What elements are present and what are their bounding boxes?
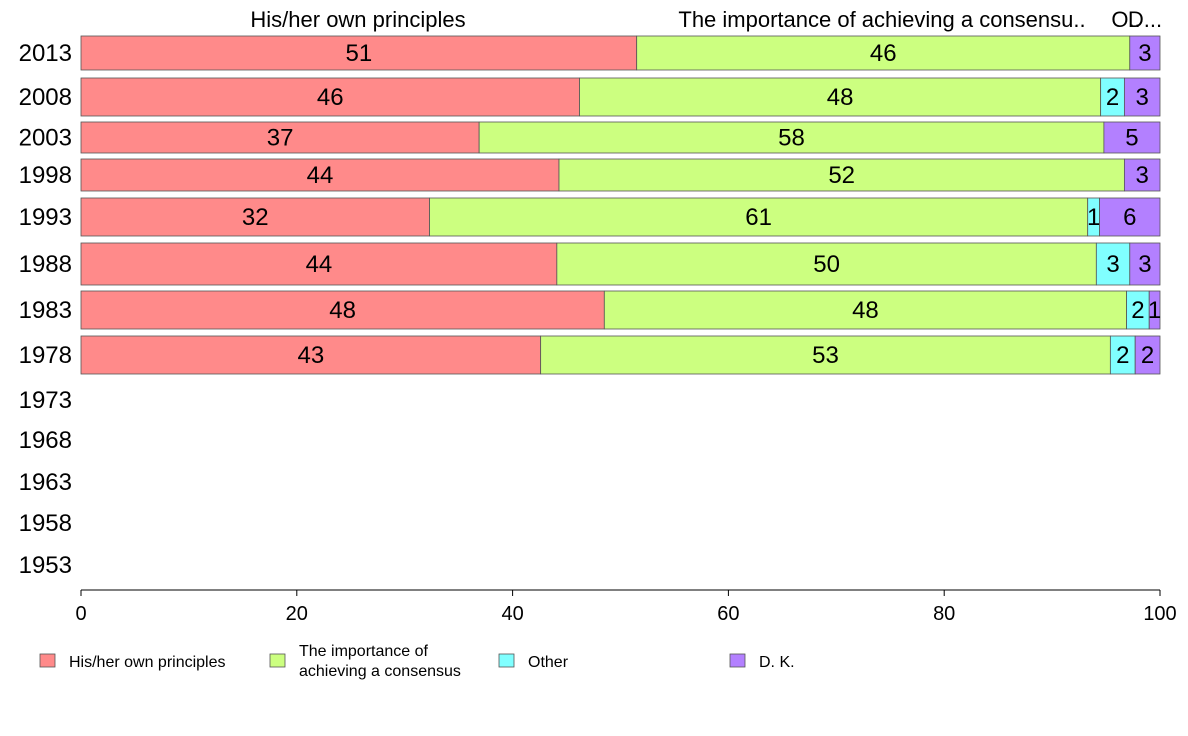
bar-1988-series-0 — [80, 242, 558, 286]
bar-1998-series-1 — [558, 158, 1125, 192]
bar-label-1978-series-0: 43 — [297, 342, 324, 369]
bar-1998-series-3 — [1123, 158, 1161, 192]
bar-2008-series-0 — [80, 77, 580, 117]
bar-label-1993-series-0: 32 — [242, 204, 269, 231]
y-tick-label-2003: 2003 — [19, 125, 72, 152]
bar-label-2008-series-3: 3 — [1136, 84, 1149, 111]
column-header-1: The importance of achieving a consensu.. — [678, 7, 1085, 32]
bar-1978-series-1 — [540, 335, 1111, 375]
bar-2003-series-3 — [1103, 121, 1161, 154]
y-tick-label-1978: 1978 — [19, 342, 72, 369]
bar-label-2003-series-1: 58 — [778, 125, 805, 152]
bar-label-1983-series-1: 48 — [852, 297, 879, 324]
legend-swatch-1 — [269, 653, 286, 668]
bar-2003-series-0 — [80, 121, 480, 154]
column-header-0: His/her own principles — [250, 7, 465, 32]
bar-label-1988-series-3: 3 — [1138, 251, 1151, 278]
bar-2013-series-3 — [1129, 35, 1161, 71]
bar-label-1988-series-0: 44 — [306, 251, 333, 278]
bar-1983-series-3 — [1148, 290, 1161, 330]
legend-swatch-2 — [498, 653, 515, 668]
y-tick-label-1953: 1953 — [19, 552, 72, 579]
bar-label-1978-series-3: 2 — [1141, 342, 1154, 369]
y-tick-label-1968: 1968 — [19, 427, 72, 454]
bar-label-1998-series-3: 3 — [1136, 162, 1149, 189]
bar-1993-series-1 — [429, 197, 1089, 237]
y-tick-label-1993: 1993 — [19, 204, 72, 231]
bar-2013-series-1 — [636, 35, 1131, 71]
bar-2013-series-0 — [80, 35, 638, 71]
bar-1993-series-0 — [80, 197, 430, 237]
legend: His/her own principles The importance of a… — [39, 643, 795, 680]
y-tick-label-1998: 1998 — [19, 162, 72, 189]
bar-label-1998-series-0: 44 — [307, 162, 334, 189]
bar-label-1988-series-2: 3 — [1106, 251, 1119, 278]
y-tick-label-1983: 1983 — [19, 297, 72, 324]
y-axis-labels: 2013 2008 2003 1998 1993 1988 1983 1978 1973 1968… — [19, 40, 72, 579]
bar-2003-series-1 — [478, 121, 1105, 154]
x-tick-label-40: 40 — [501, 603, 523, 625]
bar-label-1983-series-0: 48 — [329, 297, 356, 324]
x-tick-label-100: 100 — [1143, 603, 1176, 625]
bar-1988-series-3 — [1129, 242, 1161, 286]
bar-2008-series-1 — [579, 77, 1102, 117]
bar-label-2008-series-2: 2 — [1106, 84, 1119, 111]
column-header-2: O.. — [1111, 7, 1140, 32]
bar-label-2003-series-3: 5 — [1125, 125, 1138, 152]
y-tick-label-1973: 1973 — [19, 387, 72, 414]
bars: 51 46 346 48 2 337 58 544 52 332 61 1 644 50 3 348 48 2 14… — [80, 35, 1161, 375]
legend-swatch-3 — [729, 653, 746, 668]
bar-label-2013-series-0: 51 — [345, 40, 372, 67]
bar-1983-series-1 — [603, 290, 1127, 330]
legend-label-0: His/her own principles — [69, 654, 226, 671]
bar-label-1993-series-1: 61 — [745, 204, 772, 231]
bar-label-1993-series-3: 6 — [1123, 204, 1136, 231]
bar-label-1998-series-1: 52 — [828, 162, 855, 189]
bar-label-1978-series-2: 2 — [1116, 342, 1129, 369]
bar-1998-series-0 — [80, 158, 560, 192]
bar-label-1983-series-3: 1 — [1148, 297, 1161, 324]
column-headers: His/her own principles The importance of … — [250, 7, 1162, 32]
y-tick-label-1963: 1963 — [19, 469, 72, 496]
y-tick-label-1958: 1958 — [19, 510, 72, 537]
bar-label-2013-series-3: 3 — [1138, 40, 1151, 67]
x-tick-label-20: 20 — [286, 603, 308, 625]
bar-2008-series-3 — [1123, 77, 1161, 117]
column-header-3: D... — [1128, 7, 1162, 32]
x-tick-label-0: 0 — [75, 603, 86, 625]
bar-label-2013-series-1: 46 — [870, 40, 897, 67]
bar-1978-series-2 — [1109, 335, 1136, 375]
legend-label-2: Other — [528, 654, 569, 671]
y-tick-label-2013: 2013 — [19, 40, 72, 67]
x-tick-label-60: 60 — [717, 603, 739, 625]
bar-1988-series-2 — [1095, 242, 1131, 286]
bar-label-2008-series-1: 48 — [827, 84, 854, 111]
bar-label-1993-series-2: 1 — [1087, 204, 1100, 231]
x-tick-label-80: 80 — [933, 603, 955, 625]
bar-1978-series-3 — [1134, 335, 1161, 375]
legend-swatch-0 — [39, 653, 56, 668]
y-tick-label-2008: 2008 — [19, 84, 72, 111]
bar-label-2003-series-0: 37 — [267, 125, 294, 152]
bar-label-1988-series-1: 50 — [813, 251, 840, 278]
bar-label-1978-series-1: 53 — [812, 342, 839, 369]
bar-1988-series-1 — [556, 242, 1097, 286]
bar-1978-series-0 — [80, 335, 542, 375]
bar-1993-series-3 — [1099, 197, 1161, 237]
bar-label-2008-series-0: 46 — [317, 84, 344, 111]
x-axis: 0 20 40 60 80 100 — [75, 589, 1177, 625]
legend-label-1: The importance of achieving a consensus — [299, 643, 461, 680]
legend-label-3: D. K. — [759, 654, 795, 671]
bar-label-1983-series-2: 2 — [1131, 297, 1144, 324]
y-tick-label-1988: 1988 — [19, 251, 72, 278]
